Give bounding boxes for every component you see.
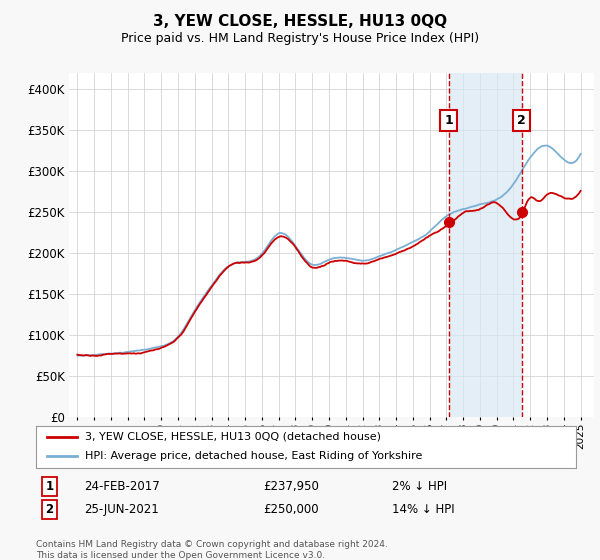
Text: £250,000: £250,000: [263, 503, 319, 516]
Text: 1: 1: [444, 114, 453, 127]
Bar: [449, 73, 521, 417]
Text: HPI: Average price, detached house, East Riding of Yorkshire: HPI: Average price, detached house, East…: [85, 451, 422, 461]
Text: 25-JUN-2021: 25-JUN-2021: [85, 503, 160, 516]
Text: 2: 2: [517, 114, 526, 127]
Text: 3, YEW CLOSE, HESSLE, HU13 0QQ: 3, YEW CLOSE, HESSLE, HU13 0QQ: [153, 14, 447, 29]
Text: Price paid vs. HM Land Registry's House Price Index (HPI): Price paid vs. HM Land Registry's House …: [121, 32, 479, 45]
Text: 3, YEW CLOSE, HESSLE, HU13 0QQ (detached house): 3, YEW CLOSE, HESSLE, HU13 0QQ (detached…: [85, 432, 380, 442]
Text: £237,950: £237,950: [263, 479, 319, 493]
Text: 24-FEB-2017: 24-FEB-2017: [85, 479, 160, 493]
Text: 14% ↓ HPI: 14% ↓ HPI: [392, 503, 455, 516]
Text: 2% ↓ HPI: 2% ↓ HPI: [392, 479, 448, 493]
Text: Contains HM Land Registry data © Crown copyright and database right 2024.
This d: Contains HM Land Registry data © Crown c…: [36, 540, 388, 560]
Text: 2: 2: [46, 503, 53, 516]
Text: 1: 1: [46, 479, 53, 493]
